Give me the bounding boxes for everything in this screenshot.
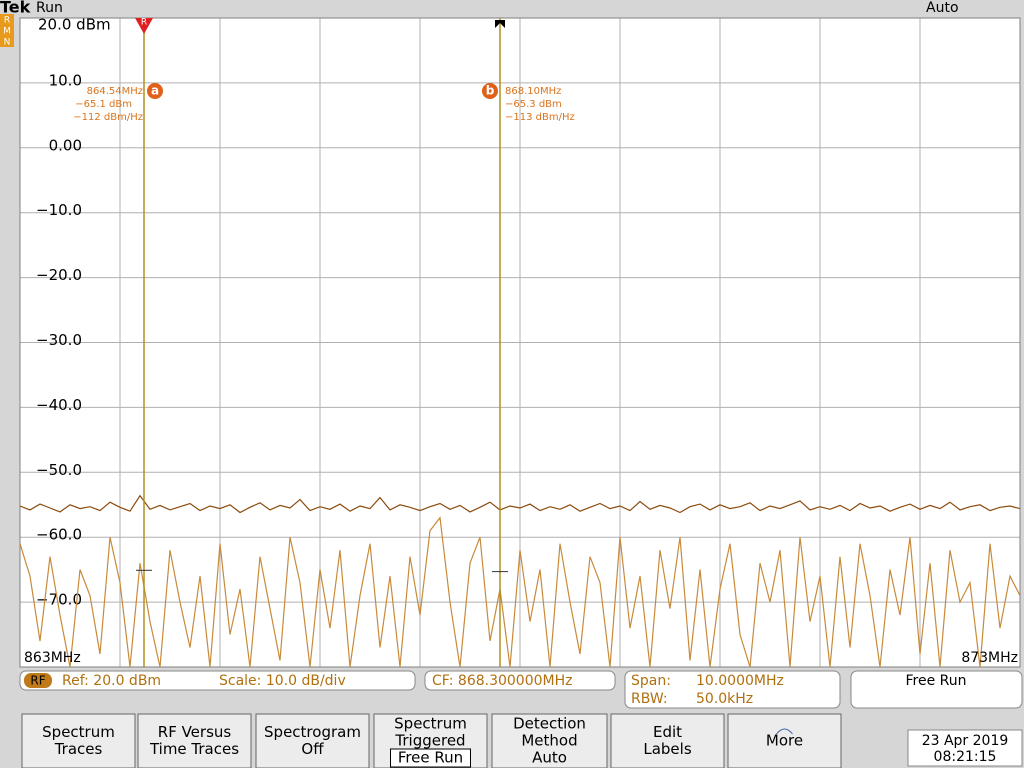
marker-freq: 868.10MHz [505,86,561,97]
button-value[interactable]: Free Run [398,749,463,767]
date: 23 Apr 2019 [922,733,1009,749]
span: 10.0000MHz [696,673,784,689]
button-label[interactable]: Edit [653,723,682,741]
button-label[interactable]: Spectrum [42,723,115,741]
y-tick-label: −50.0 [36,461,82,479]
reference-marker-icon [135,18,153,34]
badges: RMN [0,14,14,48]
rbw: 50.0kHz [696,691,753,707]
run-mode: Free Run [905,673,966,689]
run-state: Run [36,0,63,16]
marker-name: a [151,84,159,98]
button-label[interactable]: Spectrogram [264,723,361,741]
ref-level: Ref: 20.0 dBm [62,673,161,689]
button-label[interactable]: Spectrum [394,715,467,733]
marker-freq: 864.54MHz [87,86,143,97]
run-mode-box [850,670,1023,709]
marker-badge [147,83,163,99]
span-box [624,670,841,709]
marker-level-label: −65.1 dBm [75,99,132,110]
trace [20,494,1020,514]
time: 08:21:15 [934,749,997,765]
y-tick-label: −40.0 [36,396,82,414]
rf-badge: RF [30,674,45,688]
badge-box [0,25,14,36]
button-label[interactable]: Traces [54,740,103,758]
cf-box [424,670,616,691]
button-label[interactable]: Off [301,740,324,758]
menu-button[interactable]: More [727,713,842,768]
y-tick-label: −10.0 [36,201,82,219]
button-label[interactable]: More [766,732,803,750]
marker-level-label: −65.3 dBm [505,99,562,110]
badge-box [0,14,14,25]
x-tick-label: 863MHz [24,650,81,666]
y-tick-label: 20.0 dBm [38,16,111,34]
y-tick-label: −30.0 [36,331,82,349]
center-freq: CF: 868.300000MHz [432,673,572,689]
button-label[interactable]: Labels [643,740,691,758]
button-label[interactable]: Method [521,732,577,750]
button-face[interactable] [727,713,842,768]
plot: 20.0 dBm 10.0 0.00 −10.0 −20.0 −30.0 −40.0 −50.… [19,16,1021,668]
button-label[interactable]: Detection [513,715,586,733]
marker-badge [482,83,498,99]
button-label[interactable]: Auto [532,749,567,767]
reference-marker: R [141,18,147,28]
button-label[interactable]: RF Versus [158,723,232,741]
span-label: Span: [631,673,671,689]
more-icon[interactable] [776,728,793,735]
rbw-label: RBW: [631,691,668,707]
rf-pill [24,673,52,688]
datetime-box [907,729,1023,767]
button-face[interactable] [491,713,608,768]
y-tick-label: −20.0 [36,266,82,284]
marker-icon [495,20,505,28]
badge: N [4,38,11,48]
badge: R [4,16,10,26]
button-face[interactable] [21,713,136,768]
button-label[interactable]: Triggered [394,732,465,750]
y-tick-label: −60.0 [36,526,82,544]
x-tick-label: 873MHz [961,650,1018,666]
marker-density: −112 dBm/Hz [73,112,143,123]
button-label[interactable]: Time Traces [149,740,239,758]
marker-density: −113 dBm/Hz [505,112,575,123]
scale: Scale: 10.0 dB/div [219,673,346,689]
button-face[interactable] [137,713,252,768]
value-box[interactable] [390,748,471,768]
brand: Tek [0,0,31,17]
badge: M [3,27,11,37]
marker-name: b [486,84,495,98]
y-tick-label: 10.0 [49,71,82,89]
ref-box [19,670,416,691]
trace [20,516,1020,667]
trigger-mode: Auto [926,0,959,16]
y-tick-label: −70.0 [36,591,82,609]
y-tick-label: 0.00 [49,136,82,154]
badge-box [0,36,14,47]
button-face[interactable] [610,713,725,768]
plot-frame [19,17,1021,668]
button-face[interactable] [255,713,370,768]
